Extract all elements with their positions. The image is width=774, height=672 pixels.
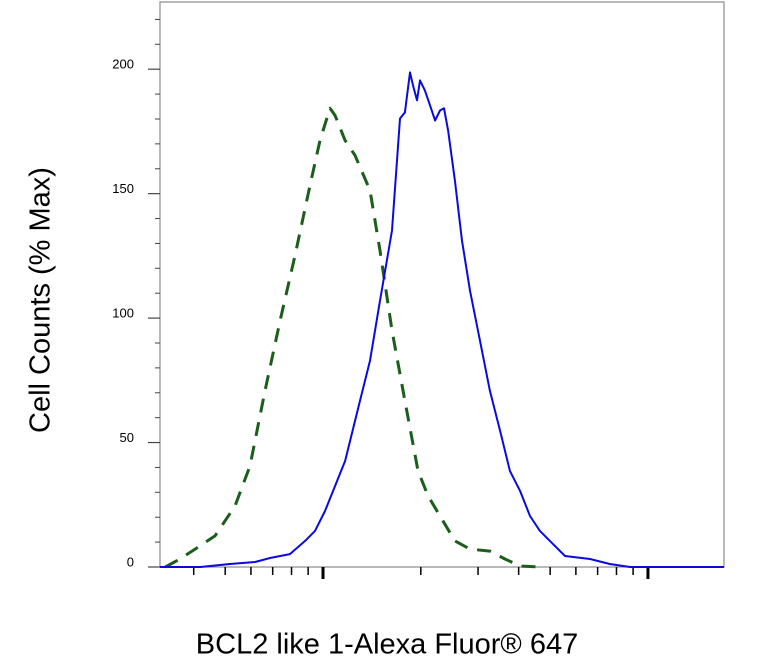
y-tick-label: 200: [112, 57, 134, 72]
plot-frame: [159, 1, 725, 568]
y-tick-label: 150: [112, 181, 134, 196]
y-tick-label: 0: [127, 554, 134, 569]
x-axis-title: BCL2 like 1-Alexa Fluor® 647: [196, 629, 578, 661]
y-axis-title: Cell Counts (% Max): [25, 167, 57, 433]
histogram-line: [160, 71, 724, 568]
y-tick-label: 100: [112, 306, 134, 321]
histogram-line: [164, 106, 540, 569]
y-tick-label: 50: [120, 430, 134, 445]
